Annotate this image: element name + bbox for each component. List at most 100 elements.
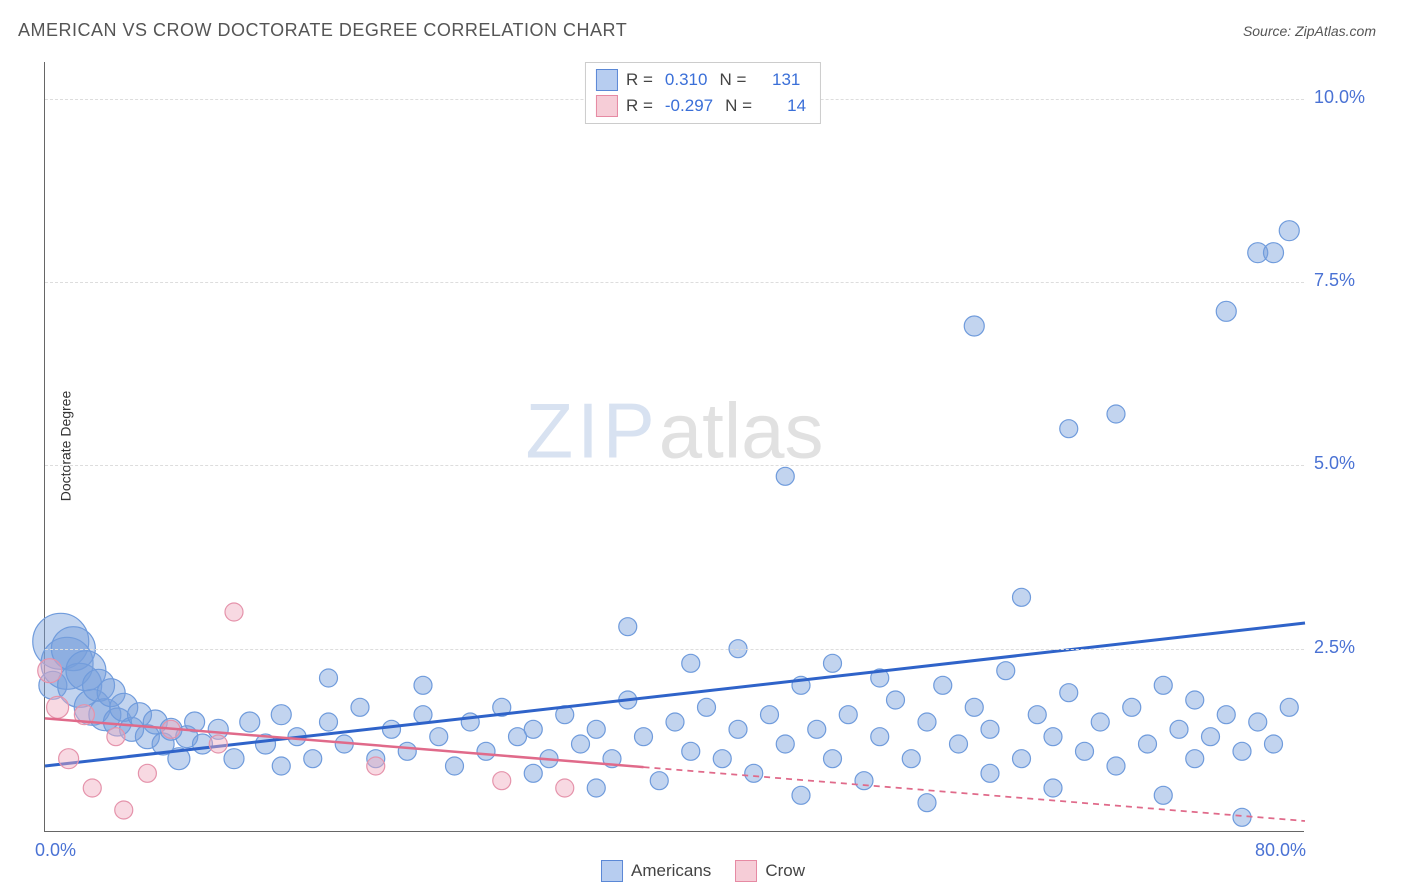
scatter-point xyxy=(650,772,668,790)
scatter-point xyxy=(1028,706,1046,724)
scatter-point xyxy=(59,749,79,769)
scatter-point xyxy=(981,720,999,738)
series-swatch xyxy=(735,860,757,882)
scatter-point xyxy=(115,801,133,819)
scatter-point xyxy=(997,662,1015,680)
scatter-point xyxy=(1044,779,1062,797)
series-swatch xyxy=(596,95,618,117)
scatter-point xyxy=(414,676,432,694)
scatter-point xyxy=(635,728,653,746)
scatter-point xyxy=(619,618,637,636)
scatter-point xyxy=(934,676,952,694)
scatter-point xyxy=(1233,742,1251,760)
scatter-point xyxy=(272,757,290,775)
scatter-point xyxy=(1060,684,1078,702)
scatter-point xyxy=(1139,735,1157,753)
scatter-point xyxy=(776,735,794,753)
series-swatch xyxy=(601,860,623,882)
y-tick-label: 5.0% xyxy=(1314,453,1394,474)
scatter-point xyxy=(965,698,983,716)
scatter-point xyxy=(477,742,495,760)
scatter-point xyxy=(1249,713,1267,731)
scatter-point xyxy=(47,696,69,718)
stats-row: R =0.310N =131 xyxy=(596,67,810,93)
stats-legend-box: R =0.310N =131R =-0.297N =14 xyxy=(585,62,821,124)
scatter-point xyxy=(1091,713,1109,731)
n-value: 131 xyxy=(754,70,804,90)
scatter-point xyxy=(351,698,369,716)
scatter-point xyxy=(587,779,605,797)
scatter-point xyxy=(1107,757,1125,775)
scatter-point xyxy=(887,691,905,709)
bottom-legend: AmericansCrow xyxy=(601,860,805,882)
chart-title: AMERICAN VS CROW DOCTORATE DEGREE CORREL… xyxy=(18,20,627,41)
legend-item: Crow xyxy=(735,860,805,882)
scatter-point xyxy=(1107,405,1125,423)
r-value: 0.310 xyxy=(661,70,712,90)
y-tick-label: 10.0% xyxy=(1314,87,1394,108)
scatter-point xyxy=(808,720,826,738)
scatter-point xyxy=(430,728,448,746)
scatter-point xyxy=(224,749,244,769)
scatter-point xyxy=(38,659,62,683)
scatter-point xyxy=(138,764,156,782)
scatter-point xyxy=(1279,221,1299,241)
scatter-point xyxy=(271,705,291,725)
scatter-point xyxy=(1044,728,1062,746)
r-label: R = xyxy=(626,96,653,116)
n-label: N = xyxy=(719,70,746,90)
scatter-point xyxy=(1202,728,1220,746)
scatter-point xyxy=(1186,750,1204,768)
scatter-point xyxy=(398,742,416,760)
scatter-point xyxy=(1060,420,1078,438)
scatter-point xyxy=(493,772,511,790)
scatter-point xyxy=(839,706,857,724)
scatter-plot xyxy=(45,62,1304,831)
scatter-point xyxy=(587,720,605,738)
scatter-point xyxy=(1154,676,1172,694)
series-swatch xyxy=(596,69,618,91)
scatter-point xyxy=(1076,742,1094,760)
scatter-point xyxy=(446,757,464,775)
scatter-point xyxy=(1013,588,1031,606)
scatter-point xyxy=(682,654,700,672)
scatter-point xyxy=(304,750,322,768)
scatter-point xyxy=(1216,301,1236,321)
gridline xyxy=(45,282,1304,283)
scatter-point xyxy=(1170,720,1188,738)
source-attribution: Source: ZipAtlas.com xyxy=(1243,23,1376,39)
scatter-point xyxy=(698,698,716,716)
trend-line xyxy=(45,623,1305,766)
scatter-point xyxy=(1264,243,1284,263)
trend-line-dashed xyxy=(644,767,1306,821)
scatter-point xyxy=(964,316,984,336)
chart-area: ZIPatlas 2.5%5.0%7.5%10.0%0.0%80.0% xyxy=(44,62,1304,832)
scatter-point xyxy=(383,720,401,738)
scatter-point xyxy=(556,779,574,797)
scatter-point xyxy=(902,750,920,768)
x-tick-label: 80.0% xyxy=(1255,840,1306,861)
scatter-point xyxy=(729,720,747,738)
scatter-point xyxy=(209,735,227,753)
scatter-point xyxy=(776,467,794,485)
scatter-point xyxy=(1233,808,1251,826)
scatter-point xyxy=(1123,698,1141,716)
scatter-point xyxy=(824,750,842,768)
stats-row: R =-0.297N =14 xyxy=(596,93,810,119)
scatter-point xyxy=(320,713,338,731)
scatter-point xyxy=(367,757,385,775)
scatter-point xyxy=(1265,735,1283,753)
scatter-point xyxy=(666,713,684,731)
scatter-point xyxy=(107,728,125,746)
scatter-point xyxy=(792,786,810,804)
scatter-point xyxy=(745,764,763,782)
scatter-point xyxy=(1154,786,1172,804)
gridline xyxy=(45,465,1304,466)
scatter-point xyxy=(524,720,542,738)
scatter-point xyxy=(320,669,338,687)
trend-line xyxy=(45,718,644,767)
y-tick-label: 7.5% xyxy=(1314,270,1394,291)
n-label: N = xyxy=(725,96,752,116)
scatter-point xyxy=(824,654,842,672)
scatter-point xyxy=(682,742,700,760)
